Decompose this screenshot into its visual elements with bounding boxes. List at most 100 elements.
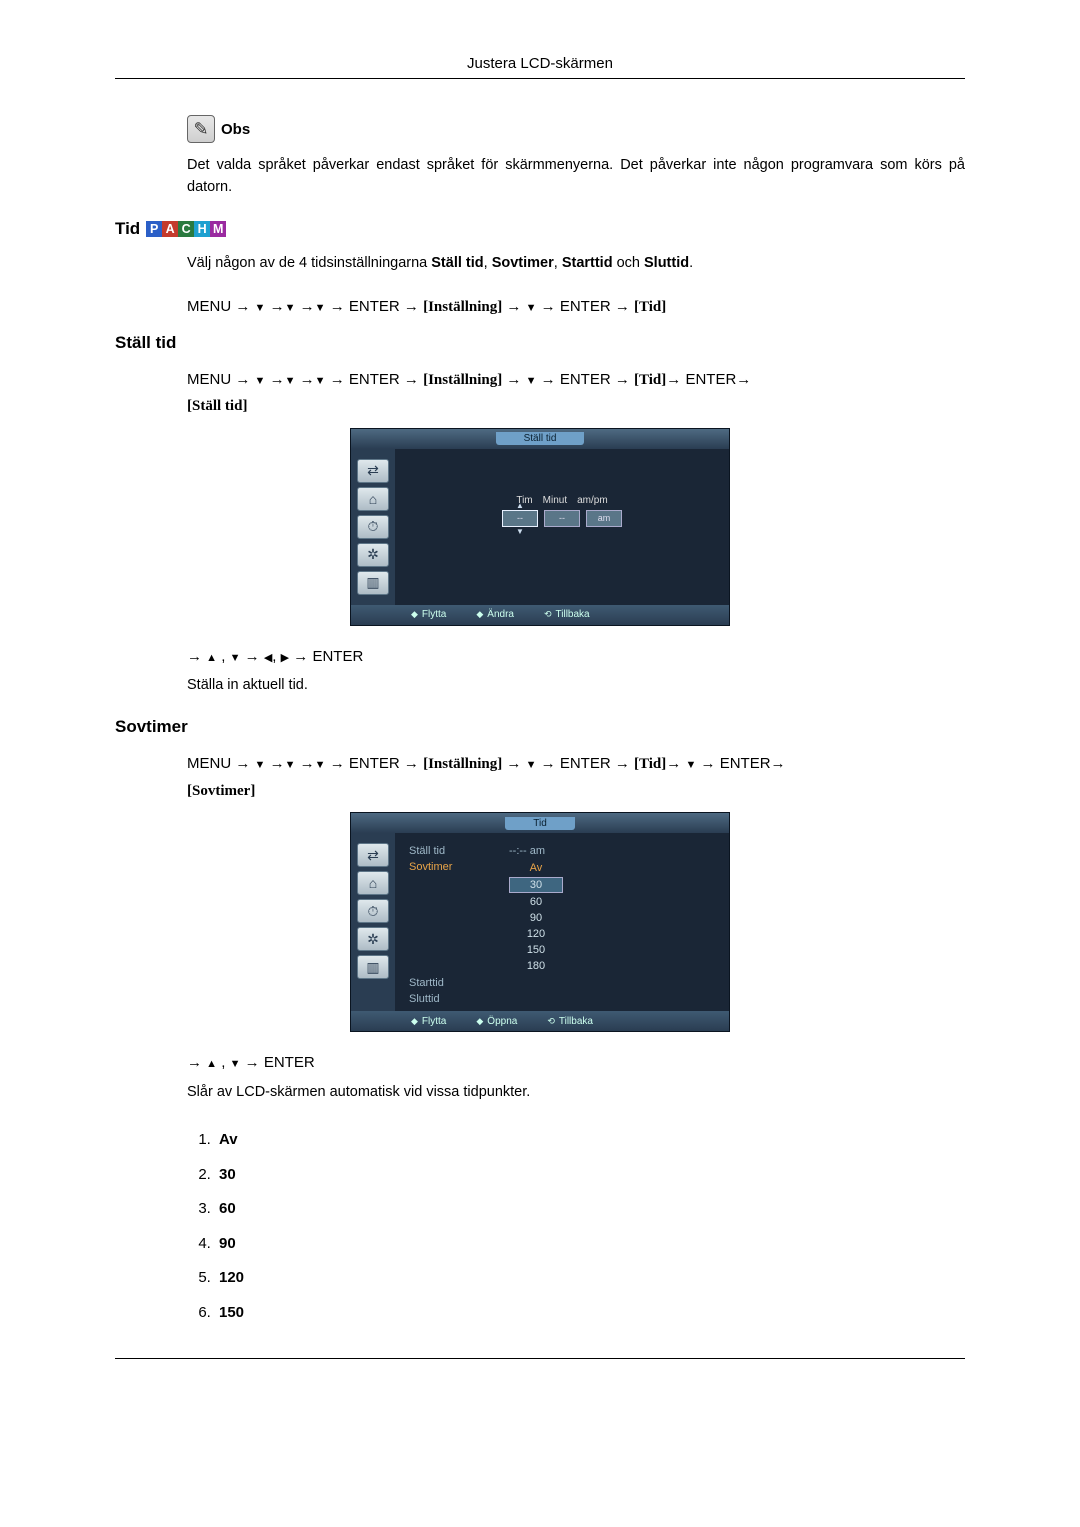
tid-menu-path: MENU → → → → ENTER → [Inställning] → → E… [187,294,965,321]
pachm-badges: P A C H M [146,221,226,237]
enter-label5: ENTER [685,371,736,388]
br-inst3: Inställning [428,756,497,772]
opt: 30 [509,877,563,893]
tid-intro: Välj någon av de 4 tidsinställningarna S… [187,253,965,275]
osd-icon: ⌂ [357,871,389,895]
enter-label4: ENTER [560,371,611,388]
foot-change: Ändra [476,609,514,620]
sovtimer-nav: → , → ENTER [187,1050,965,1076]
section-stalltid-title: Ställ tid [115,333,965,353]
enter-label8: ENTER [720,755,771,772]
note-icon: ✎ [187,115,215,143]
enter-label6: ENTER [349,755,400,772]
foot-move: Flytta [411,609,446,620]
br-inst: Inställning [428,299,497,315]
nav-enter2: ENTER [264,1054,315,1071]
osd-icon: ▥ [357,571,389,595]
foot-back: Tillbaka [544,609,590,620]
enter-label2: ENTER [560,298,611,315]
inp-ampm: am [586,510,622,527]
tid-t2: Sovtimer [492,255,554,271]
osd2-row-label: Sovtimer [409,861,479,973]
badge-a: A [162,221,178,237]
opt: 120 [509,927,563,941]
note-text: Det valda språket påverkar endast språke… [187,155,965,199]
list-item: 150 [215,1296,965,1331]
osd1-iconbar: ⇄ ⌂ ⏱ ✲ ▥ [351,449,395,605]
note-block: ✎ Obs [187,115,965,143]
osd1-inputs: -- -- am [407,510,717,527]
badge-p: P [146,221,162,237]
foot-move: Flytta [411,1016,446,1027]
foot-back: Tillbaka [547,1016,593,1027]
opt-av: Av [219,1131,238,1148]
br-tid: Tid [639,299,661,315]
br-tid2: Tid [639,372,661,388]
osd2-row-label: Starttid [409,977,479,989]
osd2-row-val: --:-- am [509,845,545,857]
opt-120: 120 [219,1269,244,1286]
stalltid-menu-path: MENU → → → → ENTER → [Inställning] → → E… [187,367,965,420]
list-item: 30 [215,1158,965,1193]
osd-icon: ✲ [357,927,389,951]
br-stalltid: Ställ tid [192,398,242,414]
stalltid-desc: Ställa in aktuell tid. [187,675,965,697]
footer-rule [115,1358,965,1359]
osd2-iconbar: ⇄ ⌂ ⏱ ✲ ▥ [351,833,395,1011]
tid-t4: Sluttid [644,255,689,271]
nav-enter: ENTER [312,648,363,665]
opt: Av [509,861,563,875]
list-item: 90 [215,1227,965,1262]
osd2-tab: Tid [505,817,575,830]
badge-h: H [194,221,210,237]
section-tid-title: Tid P A C H M [115,219,965,239]
opt: 180 [509,959,563,973]
foot-open: Öppna [476,1016,517,1027]
br-sovtimer: Sovtimer [192,783,250,799]
osd1-footer: Flytta Ändra Tillbaka [351,605,729,625]
enter-label: ENTER [349,298,400,315]
opt: 150 [509,943,563,957]
tid-t1: Ställ tid [431,255,483,271]
menu-label6: MENU [187,755,231,772]
osd-icon: ⏱ [357,515,389,539]
osd1-tab: Ställ tid [496,432,585,445]
section-sovtimer-title: Sovtimer [115,717,965,737]
osd-icon: ⇄ [357,843,389,867]
osd2-options: Av 30 60 90 120 150 180 [509,861,563,973]
tid-title-text: Tid [115,219,140,239]
tid-t3: Starttid [562,255,613,271]
osd2-list: Ställ tid --:-- am Sovtimer Av 30 60 90 … [407,843,717,1007]
osd1-field-labels: Tim Minut am/pm [407,495,717,506]
osd-icon: ✲ [357,543,389,567]
list-item: Av [215,1123,965,1158]
tid-intro-pre: Välj någon av de 4 tidsinställningarna [187,255,431,271]
osd-stalltid: Ställ tid ⇄ ⌂ ⏱ ✲ ▥ Tim Minut am/pm [115,428,965,626]
opt-90: 90 [219,1235,236,1252]
list-item: 120 [215,1261,965,1296]
stalltid-nav: → , → , → ENTER [187,644,965,670]
osd2-row-label: Ställ tid [409,845,479,857]
osd2-footer: Flytta Öppna Tillbaka [351,1011,729,1031]
lbl-min: Minut [543,495,567,506]
page-header: Justera LCD-skärmen [115,55,965,79]
opt-150: 150 [219,1304,244,1321]
inp-tim: -- [502,510,538,527]
osd-icon: ⌂ [357,487,389,511]
inp-min: -- [544,510,580,527]
opt: 90 [509,911,563,925]
badge-m: M [210,221,226,237]
osd-sovtimer: Tid ⇄ ⌂ ⏱ ✲ ▥ Ställ tid --:-- am [115,812,965,1032]
br-inst2: Inställning [428,372,497,388]
menu-label: MENU [187,298,231,315]
enter-label3: ENTER [349,371,400,388]
opt-60: 60 [219,1200,236,1217]
menu-label3: MENU [187,371,231,388]
tid-och: och [613,255,644,271]
note-label: Obs [221,121,250,138]
sovtimer-desc: Slår av LCD-skärmen automatisk vid vissa… [187,1082,965,1104]
lbl-ampm: am/pm [577,495,608,506]
opt: 60 [509,895,563,909]
sovtimer-options-list: Av 30 60 90 120 150 [187,1123,965,1330]
enter-label7: ENTER [560,755,611,772]
